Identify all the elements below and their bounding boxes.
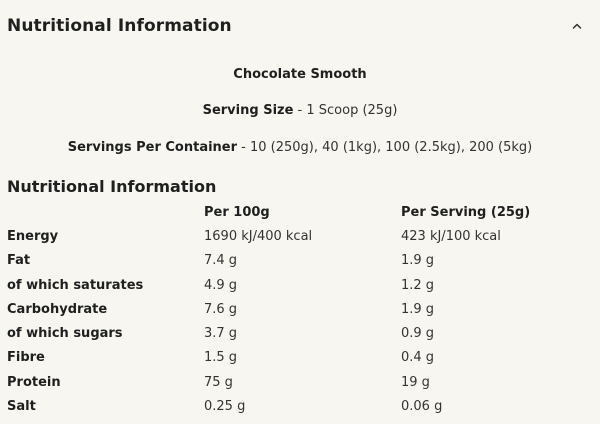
table-row: of which sugars 3.7 g 0.9 g (7, 321, 581, 345)
per-serving-value: 0.4 g (401, 350, 435, 366)
per-100g-value: 7.6 g (204, 301, 238, 317)
per-100g-value: 7.4 g (204, 253, 238, 269)
nutrient-name: Fat (7, 253, 31, 269)
nutrient-name: Fibre (7, 350, 45, 366)
per-serving-header: Per Serving (25g) (401, 204, 531, 220)
serving-size-value: - 1 Scoop (25g) (297, 103, 398, 118)
nutrient-name: of which saturates (7, 277, 144, 293)
table-header-row: Per 100g Per Serving (25g) (7, 200, 581, 224)
accordion-header[interactable]: Nutritional Information (0, 0, 600, 56)
nutrient-column-header (7, 200, 204, 224)
per-serving-value: 0.9 g (401, 326, 435, 342)
per-serving-value: 1.9 g (401, 253, 435, 269)
nutrient-name: Salt (7, 399, 36, 415)
accordion-title: Nutritional Information (7, 16, 232, 36)
servings-per-container: Servings Per Container - 10 (250g), 40 (… (0, 140, 600, 155)
table-row: of which saturates 4.9 g 1.2 g (7, 273, 581, 297)
nutrition-table: Per 100g Per Serving (25g) Energy 1690 kJ… (7, 200, 581, 419)
table-title: Nutritional Information (7, 177, 217, 196)
table-row: Salt 0.25 g 0.06 g (7, 394, 581, 418)
table-row: Fat 7.4 g 1.9 g (7, 249, 581, 273)
per-100g-header: Per 100g (204, 204, 270, 220)
table-row: Carbohydrate 7.6 g 1.9 g (7, 297, 581, 321)
per-100g-value: 1.5 g (204, 350, 238, 366)
table-row: Fibre 1.5 g 0.4 g (7, 346, 581, 370)
per-serving-value: 19 g (401, 374, 430, 390)
chevron-up-icon[interactable] (572, 22, 582, 30)
per-100g-value: 75 g (204, 374, 233, 390)
nutrient-name: of which sugars (7, 326, 123, 342)
servings-value: - 10 (250g), 40 (1kg), 100 (2.5kg), 200 … (241, 140, 533, 155)
product-name-text: Chocolate Smooth (233, 67, 367, 82)
table-row: Energy 1690 kJ/400 kcal 423 kJ/100 kcal (7, 224, 581, 248)
per-100g-value: 1690 kJ/400 kcal (204, 228, 313, 244)
per-serving-value: 1.9 g (401, 301, 435, 317)
per-100g-value: 0.25 g (204, 399, 246, 415)
per-serving-value: 1.2 g (401, 277, 435, 293)
serving-size-label: Serving Size (202, 103, 294, 118)
per-100g-value: 4.9 g (204, 277, 238, 293)
per-serving-value: 423 kJ/100 kcal (401, 228, 501, 244)
servings-label: Servings Per Container (67, 140, 238, 155)
product-name: Chocolate Smooth (0, 67, 600, 82)
per-serving-value: 0.06 g (401, 399, 443, 415)
serving-size: Serving Size - 1 Scoop (25g) (0, 103, 600, 118)
per-100g-value: 3.7 g (204, 326, 238, 342)
nutrient-name: Protein (7, 374, 61, 390)
nutrient-name: Energy (7, 228, 59, 244)
table-row: Protein 75 g 19 g (7, 370, 581, 394)
nutrient-name: Carbohydrate (7, 301, 108, 317)
